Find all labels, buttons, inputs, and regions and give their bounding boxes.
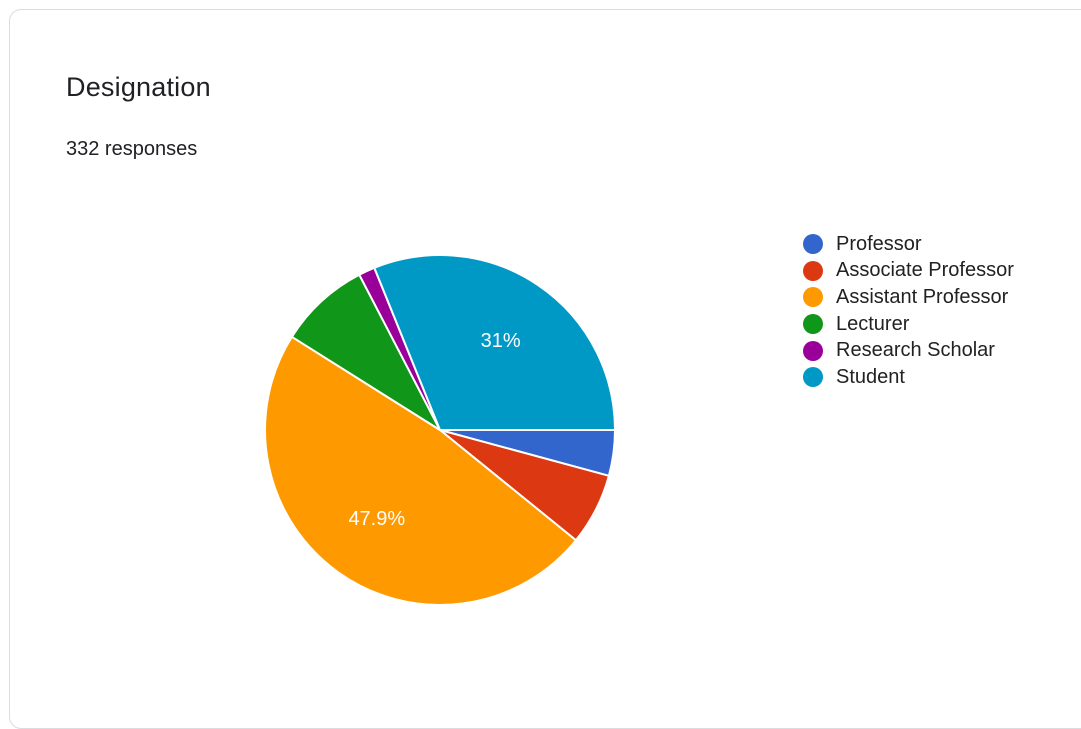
legend-label: Professor xyxy=(836,232,922,255)
legend-swatch xyxy=(803,234,823,255)
legend-item-lecturer[interactable]: Lecturer xyxy=(803,311,1014,338)
legend-label: Assistant Professor xyxy=(836,285,1009,308)
response-count: 332 responses xyxy=(66,138,198,160)
chart-title: Designation xyxy=(66,72,211,102)
legend-label: Research Scholar xyxy=(836,339,995,362)
legend-label: Lecturer xyxy=(836,312,910,335)
legend-item-assistant-professor[interactable]: Assistant Professor xyxy=(803,284,1014,311)
slice-label-assistant-professor: 47.9% xyxy=(348,508,405,530)
legend-swatch xyxy=(803,287,823,308)
legend-label: Student xyxy=(836,365,905,388)
legend-swatch xyxy=(803,314,823,335)
pie-slice-lecturer[interactable] xyxy=(290,273,443,433)
legend-label: Associate Professor xyxy=(836,259,1014,282)
legend-swatch xyxy=(803,367,823,388)
legend-swatch xyxy=(803,260,823,281)
pie-slice-student[interactable] xyxy=(373,254,617,431)
pie-slice-assistant-professor[interactable] xyxy=(264,335,578,606)
legend-item-associate-professor[interactable]: Associate Professor xyxy=(803,258,1014,285)
slice-label-student: 31% xyxy=(481,330,521,352)
legend-swatch xyxy=(803,340,823,361)
pie-chart: 47.9% 31% xyxy=(264,254,617,606)
chart-legend: Professor Associate Professor Assistant Pr… xyxy=(803,231,1014,391)
legend-item-student[interactable]: Student xyxy=(803,364,1014,391)
legend-item-professor[interactable]: Professor xyxy=(803,231,1014,258)
legend-item-research-scholar[interactable]: Research Scholar xyxy=(803,337,1014,364)
